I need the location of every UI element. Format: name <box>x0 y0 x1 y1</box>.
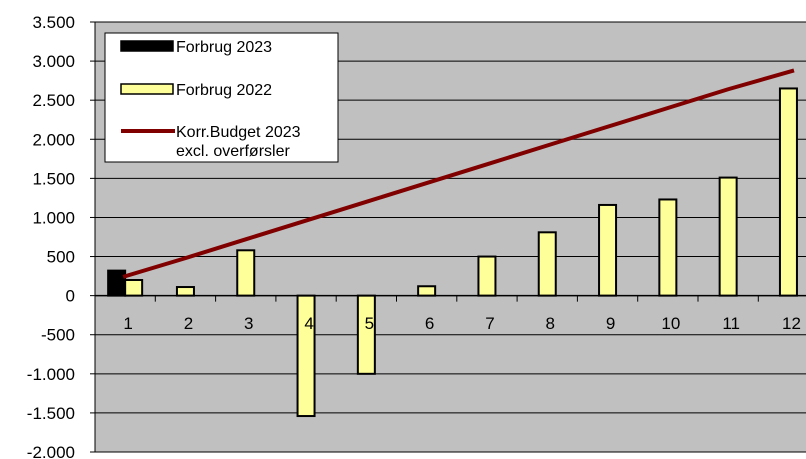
x-tick-labels: 1 2 3 4 5 6 7 8 9 10 11 12 <box>123 314 800 333</box>
bar <box>417 285 437 297</box>
y-tick-label: 2.500 <box>32 91 75 110</box>
bar <box>718 176 738 297</box>
bar <box>236 249 256 297</box>
x-tick-label: 10 <box>661 314 680 333</box>
y-axis: 3.500 3.000 2.500 2.000 1.500 1.000 500 0 -500 -1… <box>27 13 96 459</box>
x-tick-label: 4 <box>304 314 313 333</box>
series-line <box>122 68 795 279</box>
y-tick-label: -1.500 <box>27 404 75 423</box>
legend: Forbrug 2023 Forbrug 2022 Korr.Budget 2023… <box>104 32 339 163</box>
x-tick-label: 8 <box>546 314 555 333</box>
y-tick-label: 3.500 <box>32 13 75 32</box>
legend-swatch <box>120 83 174 95</box>
y-tick-label: 500 <box>47 248 75 267</box>
legend-swatch <box>120 40 174 52</box>
y-tick-label: -1.000 <box>27 365 75 384</box>
y-tick-label: 0 <box>66 287 75 306</box>
bar <box>175 286 195 297</box>
y-tick-label: 2.000 <box>32 130 75 149</box>
legend-label: Korr.Budget 2023 excl. overførsler <box>176 124 301 160</box>
x-tick-label: 12 <box>782 314 801 333</box>
legend-label: Forbrug 2023 <box>176 39 272 56</box>
x-tick-label: 7 <box>485 314 494 333</box>
x-tick-label: 2 <box>184 314 193 333</box>
bar <box>598 203 618 297</box>
bar <box>356 294 376 375</box>
y-tick-label: -2.000 <box>27 443 75 459</box>
bars <box>107 87 798 418</box>
bar <box>537 231 557 297</box>
y-tick-label: -500 <box>41 326 75 345</box>
x-tick-label: 1 <box>123 314 132 333</box>
y-tick-label: 3.000 <box>32 52 75 71</box>
y-tick-label: 1.500 <box>32 169 75 188</box>
budget-line <box>122 68 795 279</box>
bar <box>124 279 144 297</box>
y-tick-label: 1.000 <box>32 208 75 227</box>
x-axis <box>94 294 806 302</box>
x-tick-label: 3 <box>244 314 253 333</box>
x-tick-label: 9 <box>606 314 615 333</box>
bar <box>658 198 678 297</box>
x-tick-label: 11 <box>722 314 740 333</box>
bar <box>477 255 497 297</box>
legend-label: Forbrug 2022 <box>176 82 272 99</box>
x-tick-label: 6 <box>425 314 434 333</box>
legend-box <box>104 32 339 163</box>
bar <box>107 269 127 297</box>
x-tick-label: 5 <box>365 314 374 333</box>
bar <box>778 87 798 297</box>
